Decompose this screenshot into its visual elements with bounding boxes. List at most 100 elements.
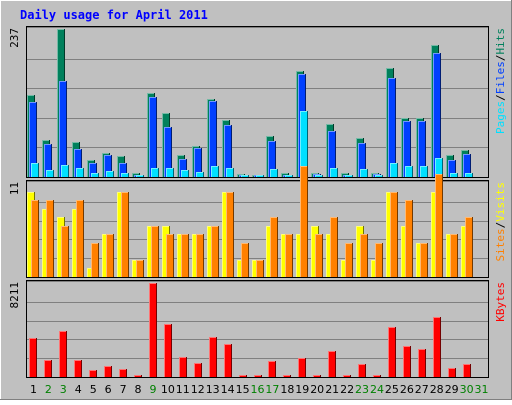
day-label-10: 10 — [161, 383, 175, 396]
bar-fill — [59, 81, 67, 177]
bar-pages-day-1 — [31, 163, 39, 177]
bar-files-day-13 — [209, 101, 217, 177]
bar-fill — [463, 154, 471, 177]
bar-sites-day-28 — [435, 174, 443, 277]
bar-fill — [403, 121, 411, 177]
day-label-24: 24 — [370, 383, 384, 396]
bar-kbytes-day-23 — [358, 364, 366, 377]
bar-fill — [360, 234, 368, 277]
bar-sites-day-4 — [76, 200, 84, 277]
day-label-2: 2 — [45, 383, 52, 396]
day-label-13: 13 — [206, 383, 220, 396]
bar-sites-day-5 — [91, 243, 99, 277]
bar-fill — [448, 160, 456, 177]
day-label-12: 12 — [191, 383, 205, 396]
day-label-6: 6 — [105, 383, 112, 396]
bar-sites-day-1 — [31, 200, 39, 277]
day-label-17: 17 — [265, 383, 279, 396]
bar-fill — [121, 173, 129, 177]
bar-kbytes-day-17 — [268, 361, 276, 377]
bar-fill — [166, 168, 174, 177]
bar-fill — [465, 173, 473, 177]
bar-fill — [89, 163, 97, 177]
bar-fill — [106, 234, 114, 277]
bar-kbytes-day-8 — [134, 375, 142, 377]
legend-entry: / — [494, 55, 507, 62]
bar-sites-day-18 — [285, 234, 293, 277]
bar-sites-day-27 — [420, 243, 428, 277]
bar-fill — [328, 131, 336, 177]
bar-fill — [181, 170, 189, 177]
bar-kbytes-day-16 — [254, 375, 262, 377]
bar-fill — [211, 166, 219, 177]
bar-fill — [91, 243, 99, 277]
panel-legend: Sites/Visits — [494, 182, 507, 262]
bar-fill — [405, 166, 413, 177]
bar-kbytes-day-21 — [328, 351, 336, 377]
bar-fill — [149, 283, 157, 377]
bar-kbytes-day-19 — [298, 358, 306, 377]
bar-kbytes-day-4 — [74, 360, 82, 377]
bar-sites-day-11 — [181, 234, 189, 277]
bar-sites-day-24 — [375, 243, 383, 277]
bar-kbytes-day-25 — [388, 327, 396, 377]
bar-sites-day-16 — [256, 260, 264, 277]
bar-fill — [151, 168, 159, 177]
bar-kbytes-day-22 — [343, 375, 351, 377]
legend-entry: Visits — [494, 182, 507, 222]
bar-fill — [300, 166, 308, 277]
bar-fill — [149, 97, 157, 177]
bar-fill — [104, 155, 112, 177]
panel-border — [26, 180, 489, 278]
bar-pages-day-4 — [76, 168, 84, 177]
panel-max-label: 237 — [8, 28, 21, 48]
bar-fill — [196, 234, 204, 277]
bar-kbytes-day-18 — [283, 375, 291, 377]
legend-entry: Hits — [494, 28, 507, 55]
bar-kbytes-day-13 — [209, 337, 217, 377]
day-label-27: 27 — [415, 383, 429, 396]
legend-entry: / — [494, 94, 507, 101]
bar-pages-day-10 — [166, 168, 174, 177]
day-label-15: 15 — [236, 383, 250, 396]
bar-pages-day-15 — [241, 175, 249, 177]
bar-fill — [226, 192, 234, 277]
bar-fill — [435, 174, 443, 277]
bar-fill — [119, 163, 127, 177]
day-label-20: 20 — [310, 383, 324, 396]
bar-fill — [463, 364, 471, 377]
bar-fill — [179, 159, 187, 177]
bar-fill — [390, 192, 398, 277]
bar-fill — [285, 234, 293, 277]
panel-max-label: 8211 — [8, 282, 21, 309]
bar-pages-day-26 — [405, 166, 413, 177]
bar-fill — [196, 172, 204, 177]
bar-fill — [121, 192, 129, 277]
bar-fill — [61, 226, 69, 277]
bar-fill — [31, 200, 39, 277]
bar-fill — [418, 349, 426, 377]
legend-entry: Sites — [494, 228, 507, 261]
bar-sites-day-26 — [405, 200, 413, 277]
bar-fill — [435, 158, 443, 177]
bar-kbytes-day-6 — [104, 366, 112, 377]
bar-files-day-3 — [59, 81, 67, 177]
bar-sites-day-23 — [360, 234, 368, 277]
bar-fill — [181, 234, 189, 277]
bar-fill — [300, 111, 308, 177]
bar-pages-day-3 — [61, 165, 69, 177]
day-label-23: 23 — [355, 383, 369, 396]
day-label-30: 30 — [460, 383, 474, 396]
bar-pages-day-24 — [375, 175, 383, 177]
bar-pages-day-9 — [151, 168, 159, 177]
day-label-11: 11 — [176, 383, 190, 396]
bar-pages-day-6 — [106, 171, 114, 177]
bar-fill — [330, 168, 338, 177]
bar-kbytes-day-28 — [433, 317, 441, 377]
bar-kbytes-day-7 — [119, 369, 127, 377]
day-label-9: 9 — [150, 383, 157, 396]
bar-pages-day-14 — [226, 168, 234, 177]
bar-sites-day-19 — [300, 166, 308, 277]
bar-fill — [151, 226, 159, 277]
